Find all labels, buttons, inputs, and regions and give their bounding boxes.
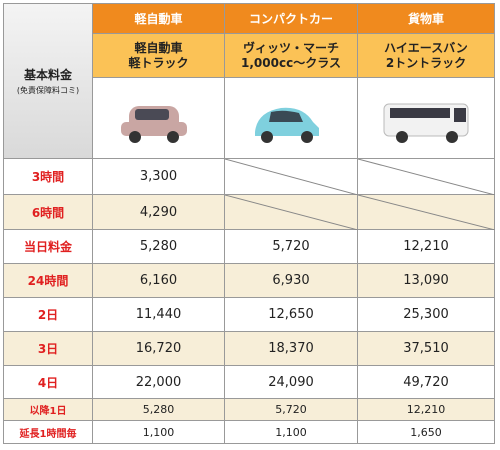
row-label: 3時間	[4, 159, 93, 195]
empty-cell	[358, 159, 495, 195]
price-cell: 13,090	[358, 264, 495, 298]
car-image-cell	[93, 78, 225, 159]
empty-cell	[225, 159, 358, 195]
price-cell: 5,280	[93, 399, 225, 421]
row-label: 2日	[4, 298, 93, 332]
car-image	[383, 103, 469, 143]
price-cell: 18,370	[225, 332, 358, 366]
model-line: 軽自動車	[134, 40, 183, 55]
corner-cell: 基本料金 (免責保障料コミ)	[4, 4, 93, 159]
price-cell: 5,720	[225, 230, 358, 264]
empty-cell	[225, 195, 358, 230]
row-label: 24時間	[4, 264, 93, 298]
row-label: 当日料金	[4, 230, 93, 264]
category-header: 軽自動車	[93, 4, 225, 34]
model-line: 軽トラック	[128, 55, 189, 70]
price-cell: 3,300	[93, 159, 225, 195]
diagonal	[358, 195, 495, 230]
category-header: コンパクトカー	[225, 4, 358, 34]
price-cell: 6,160	[93, 264, 225, 298]
price-cell: 5,720	[225, 399, 358, 421]
model-line: ハイエースバン	[384, 40, 468, 55]
price-cell: 25,300	[358, 298, 495, 332]
car-image-cell	[225, 78, 358, 159]
price-cell: 22,000	[93, 366, 225, 399]
corner-note: (免責保障料コミ)	[16, 86, 80, 95]
row-label: 4日	[4, 366, 93, 399]
price-cell: 11,440	[93, 298, 225, 332]
row-label: 3日	[4, 332, 93, 366]
row-label: 延長1時間毎	[4, 421, 93, 444]
price-cell: 16,720	[93, 332, 225, 366]
price-cell: 12,210	[358, 399, 495, 421]
price-cell: 24,090	[225, 366, 358, 399]
price-cell: 12,210	[358, 230, 495, 264]
row-label: 以降1日	[4, 399, 93, 421]
model-header: ヴィッツ・マーチ 1,000cc～クラス	[225, 34, 358, 78]
price-table: 基本料金 (免責保障料コミ) 軽自動車 軽自動車 軽トラック コンパクトカー ヴィッツ・…	[3, 3, 495, 444]
model-line: 1,000cc～クラス	[241, 55, 341, 70]
row-label: 6時間	[4, 195, 93, 230]
model-header: 軽自動車 軽トラック	[93, 34, 225, 78]
model-header: ハイエースバン 2トントラック	[358, 34, 495, 78]
price-cell: 12,650	[225, 298, 358, 332]
diagonal	[358, 159, 495, 195]
price-cell: 1,650	[358, 421, 495, 444]
price-cell: 5,280	[93, 230, 225, 264]
price-cell: 49,720	[358, 366, 495, 399]
empty-cell	[358, 195, 495, 230]
corner-title: 基本料金	[23, 68, 72, 82]
model-line: ヴィッツ・マーチ	[242, 40, 339, 55]
price-cell: 1,100	[225, 421, 358, 444]
diagonal	[225, 159, 358, 195]
price-cell: 6,930	[225, 264, 358, 298]
price-cell: 1,100	[93, 421, 225, 444]
diagonal	[225, 195, 358, 230]
price-cell: 37,510	[358, 332, 495, 366]
model-line: 2トントラック	[385, 55, 467, 70]
category-header: 貨物車	[358, 4, 495, 34]
car-image-cell	[358, 78, 495, 159]
price-cell: 4,290	[93, 195, 225, 230]
car-image	[255, 107, 319, 143]
car-image	[120, 106, 187, 143]
